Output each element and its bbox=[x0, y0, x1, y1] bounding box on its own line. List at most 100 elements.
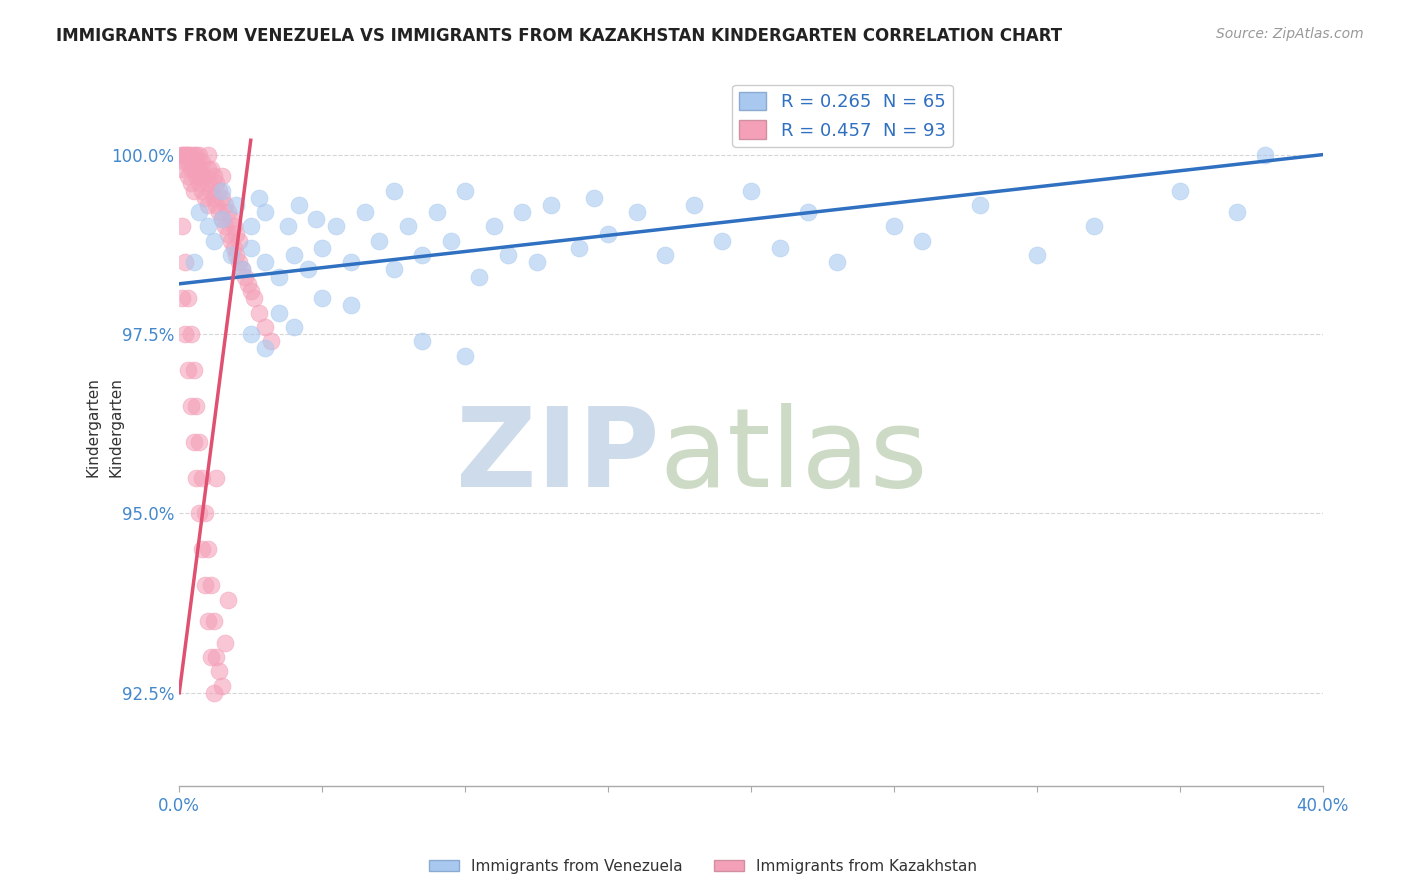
Point bbox=[177, 154, 200, 169]
Legend: Immigrants from Venezuela, Immigrants from Kazakhstan: Immigrants from Venezuela, Immigrants fr… bbox=[423, 853, 983, 880]
Point bbox=[197, 614, 219, 628]
Point bbox=[205, 470, 228, 484]
Point bbox=[228, 234, 250, 248]
Point bbox=[188, 177, 211, 191]
Point bbox=[172, 147, 194, 161]
Point bbox=[174, 255, 197, 269]
Point bbox=[711, 234, 734, 248]
Point bbox=[883, 219, 905, 234]
Point bbox=[225, 248, 247, 262]
Point bbox=[197, 161, 219, 176]
Text: atlas: atlas bbox=[659, 402, 928, 509]
Point bbox=[225, 227, 247, 241]
Point bbox=[510, 205, 533, 219]
Point bbox=[188, 434, 211, 449]
Point bbox=[214, 635, 236, 649]
Point bbox=[242, 291, 264, 305]
Point bbox=[526, 255, 548, 269]
Point bbox=[311, 241, 333, 255]
Point bbox=[183, 147, 205, 161]
Point bbox=[1168, 184, 1191, 198]
Point bbox=[214, 219, 236, 234]
Point bbox=[180, 161, 202, 176]
Point bbox=[205, 650, 228, 665]
Point bbox=[177, 169, 200, 183]
Point bbox=[208, 184, 231, 198]
Point bbox=[339, 255, 361, 269]
Point bbox=[269, 269, 291, 284]
Point bbox=[260, 334, 283, 349]
Point bbox=[654, 248, 676, 262]
Point bbox=[382, 184, 405, 198]
Point bbox=[191, 542, 214, 557]
Point bbox=[177, 147, 200, 161]
Point bbox=[797, 205, 820, 219]
Point bbox=[582, 191, 605, 205]
Point bbox=[211, 191, 233, 205]
Point bbox=[283, 319, 305, 334]
Point bbox=[191, 470, 214, 484]
Point bbox=[177, 147, 200, 161]
Point bbox=[200, 578, 222, 592]
Point bbox=[197, 198, 219, 212]
Point bbox=[186, 147, 208, 161]
Point bbox=[911, 234, 934, 248]
Point bbox=[183, 255, 205, 269]
Point bbox=[768, 241, 790, 255]
Point bbox=[325, 219, 347, 234]
Point bbox=[191, 154, 214, 169]
Y-axis label: Kindergarten: Kindergarten bbox=[86, 377, 100, 477]
Point bbox=[208, 205, 231, 219]
Point bbox=[180, 177, 202, 191]
Point bbox=[188, 507, 211, 521]
Point bbox=[239, 284, 262, 298]
Point bbox=[174, 326, 197, 341]
Point bbox=[222, 219, 245, 234]
Point bbox=[180, 147, 202, 161]
Point bbox=[454, 349, 477, 363]
Point bbox=[174, 154, 197, 169]
Point bbox=[183, 184, 205, 198]
Point bbox=[219, 234, 242, 248]
Point bbox=[305, 212, 328, 227]
Point bbox=[197, 542, 219, 557]
Point bbox=[205, 198, 228, 212]
Point bbox=[354, 205, 377, 219]
Point bbox=[183, 161, 205, 176]
Point bbox=[339, 298, 361, 312]
Point bbox=[239, 326, 262, 341]
Point bbox=[194, 507, 217, 521]
Point bbox=[202, 686, 225, 700]
Point bbox=[214, 198, 236, 212]
Point bbox=[208, 665, 231, 679]
Point bbox=[247, 191, 270, 205]
Point bbox=[194, 578, 217, 592]
Point bbox=[200, 161, 222, 176]
Point bbox=[191, 169, 214, 183]
Point bbox=[825, 255, 848, 269]
Point bbox=[202, 614, 225, 628]
Point bbox=[440, 234, 463, 248]
Point bbox=[177, 291, 200, 305]
Point bbox=[194, 191, 217, 205]
Point bbox=[183, 363, 205, 377]
Point bbox=[174, 147, 197, 161]
Point bbox=[626, 205, 648, 219]
Point bbox=[568, 241, 591, 255]
Point bbox=[197, 147, 219, 161]
Point bbox=[233, 269, 256, 284]
Point bbox=[239, 241, 262, 255]
Point bbox=[540, 198, 562, 212]
Point bbox=[219, 212, 242, 227]
Point bbox=[231, 262, 253, 277]
Point bbox=[194, 169, 217, 183]
Point bbox=[228, 255, 250, 269]
Point bbox=[186, 154, 208, 169]
Point bbox=[219, 248, 242, 262]
Point bbox=[188, 161, 211, 176]
Point bbox=[211, 679, 233, 693]
Point bbox=[236, 277, 259, 291]
Point bbox=[288, 198, 311, 212]
Point bbox=[211, 169, 233, 183]
Text: Source: ZipAtlas.com: Source: ZipAtlas.com bbox=[1216, 27, 1364, 41]
